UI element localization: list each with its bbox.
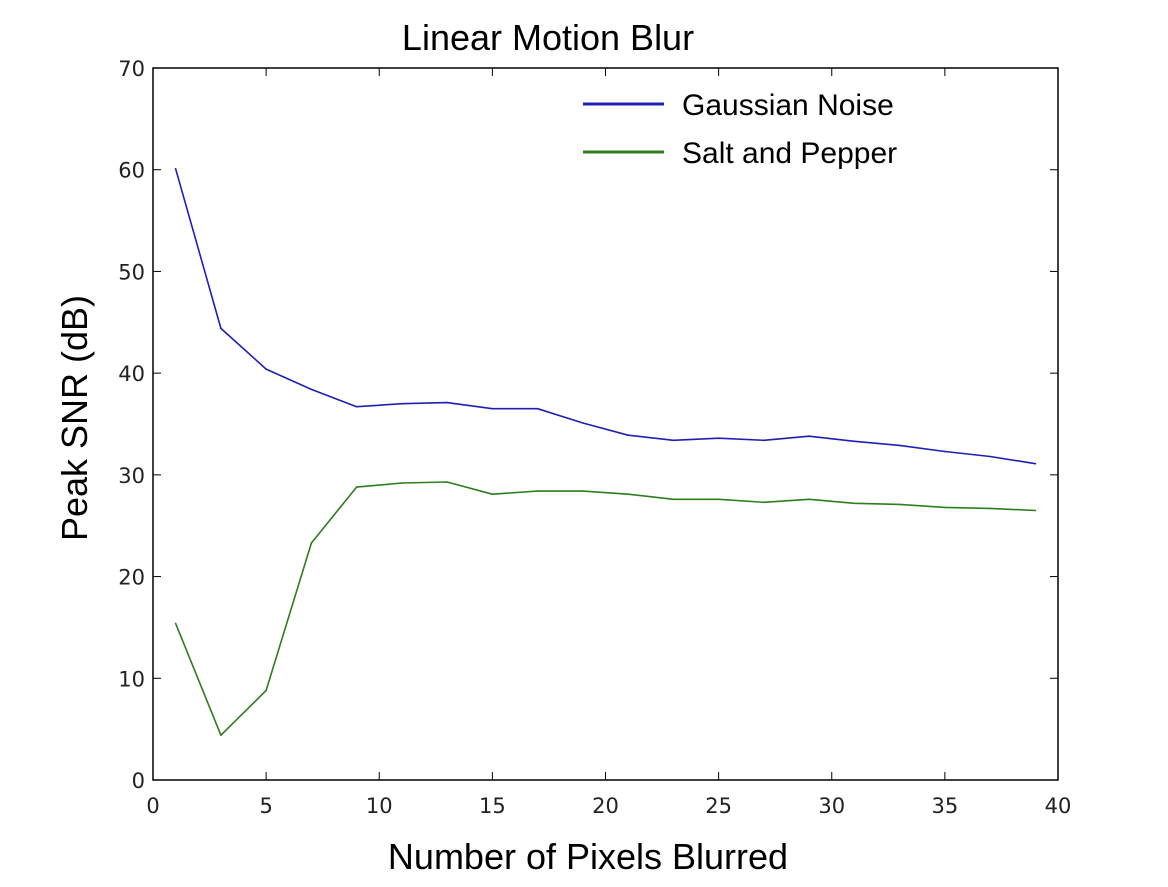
y-tick-label: 40 (118, 362, 145, 386)
data-point-gaussian-noise (808, 435, 810, 438)
data-point-gaussian-noise (717, 437, 720, 440)
data-point-gaussian-noise (672, 439, 675, 442)
data-series (174, 167, 1037, 737)
x-tick-label: 20 (592, 794, 619, 818)
data-point-gaussian-noise (989, 455, 991, 458)
x-tick-label: 25 (705, 794, 732, 818)
data-point-gaussian-noise (401, 402, 403, 405)
data-point-gaussian-noise (763, 439, 765, 442)
y-tick-label: 60 (118, 159, 145, 183)
y-tick-label: 20 (118, 566, 145, 590)
data-point-salt-and-pepper (989, 507, 991, 510)
data-point-salt-and-pepper (220, 734, 222, 736)
x-tick-label: 0 (146, 794, 159, 818)
data-point-salt-and-pepper (898, 503, 901, 506)
data-point-salt-and-pepper (536, 490, 539, 492)
data-point-salt-and-pepper (491, 493, 494, 496)
data-point-salt-and-pepper (853, 502, 856, 505)
data-point-gaussian-noise (265, 368, 267, 370)
legend-box (577, 80, 1049, 178)
data-point-salt-and-pepper (355, 486, 358, 488)
y-tick-label: 0 (132, 769, 145, 793)
data-point-salt-and-pepper (808, 498, 810, 501)
data-point-salt-and-pepper (401, 482, 403, 484)
axis-ticks: 0 5 10 15 20 25 30 35 40 0 10 20 30 40 50 60 70 (118, 57, 1071, 818)
data-point-salt-and-pepper (672, 498, 675, 501)
y-tick-label: 70 (118, 57, 145, 81)
chart-title: Linear Motion Blur (402, 17, 694, 58)
data-point-salt-and-pepper (717, 498, 720, 501)
x-tick-label: 15 (479, 794, 506, 818)
y-tick-label: 30 (118, 464, 145, 488)
x-tick-label: 30 (818, 794, 845, 818)
data-point-salt-and-pepper (944, 506, 946, 509)
x-axis-label: Number of Pixels Blurred (388, 836, 788, 877)
data-point-salt-and-pepper (446, 481, 448, 483)
data-point-gaussian-noise (355, 405, 358, 408)
data-point-gaussian-noise (491, 407, 494, 410)
data-point-gaussian-noise (536, 407, 539, 410)
series-line-gaussian-noise (174, 168, 1036, 465)
data-point-gaussian-noise (446, 401, 448, 404)
data-point-salt-and-pepper (627, 493, 629, 496)
x-tick-label: 35 (932, 794, 959, 818)
data-point-salt-and-pepper (265, 689, 267, 692)
x-tick-label: 40 (1045, 794, 1072, 818)
data-point-gaussian-noise (898, 444, 901, 447)
data-point-salt-and-pepper (763, 501, 765, 504)
x-tick-label: 10 (366, 794, 393, 818)
data-point-salt-and-pepper (310, 542, 313, 544)
data-point-gaussian-noise (220, 327, 222, 330)
plot-area-frame (152, 67, 1059, 781)
data-point-gaussian-noise (627, 434, 629, 437)
data-point-salt-and-pepper (582, 490, 584, 492)
legend-label-gaussian-noise: Gaussian Noise (682, 89, 894, 122)
data-point-gaussian-noise (1034, 462, 1037, 465)
y-tick-label: 50 (118, 260, 145, 284)
y-axis-label: Peak SNR (dB) (54, 295, 95, 541)
data-point-gaussian-noise (174, 167, 177, 170)
legend: Gaussian Noise Salt and Pepper (577, 80, 1049, 178)
data-point-gaussian-noise (582, 422, 584, 424)
data-point-gaussian-noise (944, 450, 946, 453)
data-point-gaussian-noise (310, 388, 313, 391)
data-point-salt-and-pepper (174, 622, 177, 625)
data-point-salt-and-pepper (1034, 509, 1037, 512)
x-tick-label: 5 (259, 794, 272, 818)
data-point-gaussian-noise (853, 440, 856, 443)
y-tick-label: 10 (118, 667, 145, 691)
series-line-salt-and-pepper (174, 481, 1036, 737)
legend-label-salt-and-pepper: Salt and Pepper (682, 137, 897, 170)
